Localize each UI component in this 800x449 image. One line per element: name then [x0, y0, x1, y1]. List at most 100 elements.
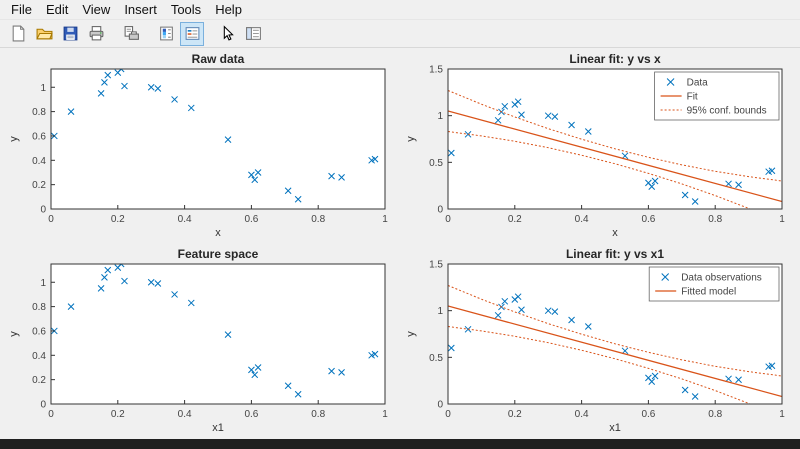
svg-text:0.4: 0.4: [574, 409, 588, 420]
toolbar-separator: [109, 22, 118, 46]
toolbar-separator: [205, 22, 214, 46]
svg-text:0.4: 0.4: [177, 214, 191, 225]
svg-text:0.6: 0.6: [641, 409, 655, 420]
svg-text:0: 0: [48, 214, 54, 225]
print-icon: [89, 26, 103, 41]
svg-text:1.5: 1.5: [429, 65, 443, 76]
svg-text:1: 1: [779, 409, 785, 420]
new-document-icon: [12, 25, 24, 42]
svg-text:0.2: 0.2: [507, 409, 521, 420]
save-icon: [63, 26, 77, 41]
new-figure-button[interactable]: [6, 22, 30, 46]
svg-text:Feature space: Feature space: [177, 247, 258, 261]
svg-text:0.4: 0.4: [574, 214, 588, 225]
svg-text:0.8: 0.8: [32, 107, 46, 118]
toolbar-separator: [144, 22, 153, 46]
edit-plot-cursor-icon: [223, 25, 234, 41]
plot-linear-fit-y-vs-x1: 0 0.2 0.4 0.6 0.8 1 0 0.5 1 1.5 x1 y Linear fit: y v…: [405, 247, 785, 434]
svg-text:Raw data: Raw data: [191, 52, 244, 66]
svg-text:Linear fit: y vs x: Linear fit: y vs x: [569, 52, 661, 66]
menu-help[interactable]: Help: [215, 2, 242, 17]
menu-view[interactable]: View: [82, 2, 111, 17]
svg-text:0.6: 0.6: [641, 214, 655, 225]
svg-text:0.6: 0.6: [32, 132, 46, 143]
svg-text:y: y: [8, 331, 20, 337]
svg-text:0: 0: [40, 399, 46, 410]
svg-text:1: 1: [779, 214, 785, 225]
svg-text:0.8: 0.8: [32, 302, 46, 313]
svg-text:Linear fit: y vs x1: Linear fit: y vs x1: [565, 247, 663, 261]
menu-tools[interactable]: Tools: [170, 2, 202, 17]
insert-legend-icon: [185, 27, 199, 40]
svg-text:Data: Data: [686, 78, 708, 89]
svg-text:1: 1: [437, 306, 443, 317]
svg-text:1: 1: [40, 278, 46, 289]
svg-text:1: 1: [382, 214, 388, 225]
svg-text:0: 0: [437, 399, 443, 410]
svg-text:0.4: 0.4: [32, 351, 46, 362]
plot-feature-space: 0 0.2 0.4 0.6 0.8 1 0 0.2 0.4 0.6 0.8 1 x1 y Feature s…: [8, 247, 388, 434]
svg-text:0.5: 0.5: [429, 158, 443, 169]
svg-text:0: 0: [48, 409, 54, 420]
svg-text:0.8: 0.8: [708, 409, 722, 420]
figure-canvas: 0 0.2 0.4 0.6 0.8 1 0 0.2 0.4 0.6 0.8 1 x y Raw data 0…: [0, 48, 800, 439]
plot-cell-bottom-right: 0 0.2 0.4 0.6 0.8 1 0 0.5 1 1.5 x1 y Linear fit: y v…: [400, 244, 797, 439]
plot-raw-data: 0 0.2 0.4 0.6 0.8 1 0 0.2 0.4 0.6 0.8 1 x y Raw data: [8, 52, 388, 239]
svg-text:1.5: 1.5: [429, 259, 443, 270]
svg-text:0.2: 0.2: [507, 214, 521, 225]
insert-colorbar-button[interactable]: [154, 22, 178, 46]
svg-text:0.2: 0.2: [32, 180, 46, 191]
svg-text:1: 1: [40, 83, 46, 94]
svg-text:0.8: 0.8: [708, 214, 722, 225]
open-folder-icon: [35, 28, 53, 40]
svg-text:0.8: 0.8: [311, 409, 325, 420]
svg-text:x: x: [215, 227, 221, 239]
plot-browser-button[interactable]: [241, 22, 265, 46]
svg-text:y: y: [405, 136, 417, 142]
menu-edit[interactable]: Edit: [45, 2, 69, 17]
menu-insert[interactable]: Insert: [124, 2, 157, 17]
print-preview-icon: [124, 26, 139, 40]
svg-text:Fit: Fit: [686, 92, 697, 103]
plot-linear-fit-y-vs-x: 0 0.2 0.4 0.6 0.8 1 0 0.5 1 1.5 x y Linear fit: y vs…: [405, 52, 785, 239]
plot-cell-top-right: 0 0.2 0.4 0.6 0.8 1 0 0.5 1 1.5 x y Linear fit: y vs…: [400, 49, 797, 244]
svg-text:Data observations: Data observations: [681, 272, 762, 283]
svg-text:y: y: [8, 136, 20, 142]
toolbar: [0, 20, 800, 48]
svg-text:0.4: 0.4: [32, 156, 46, 167]
svg-text:0.2: 0.2: [110, 409, 124, 420]
plot-browser-icon: [245, 27, 261, 40]
svg-text:1: 1: [437, 111, 443, 122]
insert-legend-button[interactable]: [180, 21, 204, 46]
svg-text:0.6: 0.6: [244, 409, 258, 420]
svg-text:1: 1: [382, 409, 388, 420]
svg-text:0: 0: [445, 409, 451, 420]
insert-colorbar-icon: [159, 26, 173, 41]
svg-text:0: 0: [437, 205, 443, 216]
save-figure-button[interactable]: [58, 22, 82, 46]
svg-text:0.5: 0.5: [429, 353, 443, 364]
svg-text:0.6: 0.6: [244, 214, 258, 225]
taskbar-strip: [0, 439, 800, 449]
print-preview-button[interactable]: [119, 22, 143, 46]
menu-bar: File Edit View Insert Tools Help: [0, 0, 800, 20]
svg-text:0.8: 0.8: [311, 214, 325, 225]
svg-text:0.6: 0.6: [32, 326, 46, 337]
svg-text:95% conf. bounds: 95% conf. bounds: [686, 106, 766, 117]
svg-text:y: y: [405, 331, 417, 337]
svg-text:0.2: 0.2: [32, 375, 46, 386]
svg-text:0: 0: [40, 205, 46, 216]
menu-file[interactable]: File: [11, 2, 32, 17]
svg-text:Fitted model: Fitted model: [681, 286, 736, 297]
svg-text:0.2: 0.2: [110, 214, 124, 225]
open-file-button[interactable]: [32, 22, 56, 46]
svg-text:x1: x1: [212, 422, 224, 434]
svg-text:x1: x1: [609, 422, 621, 434]
print-figure-button[interactable]: [84, 22, 108, 46]
edit-plot-button[interactable]: [215, 22, 239, 46]
plot-cell-bottom-left: 0 0.2 0.4 0.6 0.8 1 0 0.2 0.4 0.6 0.8 1 x1 y Feature s…: [3, 244, 400, 439]
svg-text:x: x: [612, 227, 618, 239]
svg-text:0.4: 0.4: [177, 409, 191, 420]
svg-text:0: 0: [445, 214, 451, 225]
